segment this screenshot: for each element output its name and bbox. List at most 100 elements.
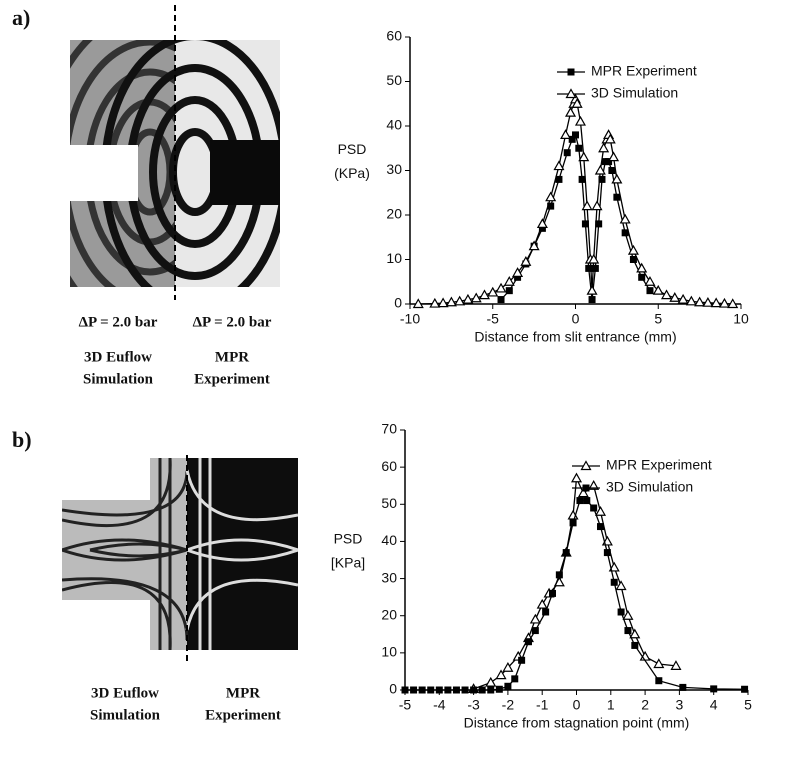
marker bbox=[452, 686, 460, 694]
marker bbox=[636, 262, 648, 273]
marker bbox=[495, 282, 507, 293]
marker bbox=[679, 683, 687, 691]
marker bbox=[597, 523, 605, 531]
marker bbox=[588, 253, 600, 264]
marker bbox=[574, 115, 586, 126]
y-tick-label: 60 bbox=[386, 28, 402, 44]
y-axis-label: [KPa] bbox=[331, 555, 365, 571]
marker bbox=[594, 164, 606, 175]
marker bbox=[669, 292, 681, 302]
legend-marker bbox=[582, 484, 590, 492]
marker bbox=[718, 297, 730, 308]
marker bbox=[608, 561, 620, 572]
marker bbox=[578, 175, 586, 183]
marker bbox=[518, 656, 526, 664]
x-tick-label: 0 bbox=[572, 311, 580, 327]
marker bbox=[581, 220, 589, 228]
marker bbox=[588, 296, 596, 304]
marker bbox=[514, 273, 522, 281]
marker bbox=[653, 658, 665, 669]
marker bbox=[565, 106, 577, 117]
marker bbox=[563, 149, 571, 157]
marker bbox=[569, 519, 577, 527]
panel-label: b) bbox=[12, 427, 32, 452]
marker bbox=[487, 686, 495, 694]
legend-marker bbox=[565, 88, 577, 99]
y-tick-label: 50 bbox=[386, 72, 402, 88]
caption: Experiment bbox=[205, 707, 281, 723]
x-tick-label: -10 bbox=[400, 311, 420, 327]
marker bbox=[610, 578, 618, 586]
marker bbox=[478, 686, 486, 694]
x-tick-label: 5 bbox=[744, 697, 752, 713]
marker bbox=[505, 287, 513, 295]
marker bbox=[619, 213, 631, 224]
marker bbox=[435, 686, 443, 694]
marker bbox=[437, 297, 449, 308]
marker bbox=[512, 267, 524, 277]
marker bbox=[445, 296, 457, 307]
legend-marker bbox=[580, 460, 592, 471]
marker bbox=[553, 160, 565, 171]
marker bbox=[586, 284, 598, 295]
marker bbox=[598, 142, 610, 153]
marker bbox=[604, 133, 616, 144]
marker bbox=[497, 296, 505, 304]
x-tick-label: -1 bbox=[536, 697, 549, 713]
marker bbox=[529, 613, 541, 624]
x-tick-label: 10 bbox=[733, 311, 749, 327]
marker bbox=[655, 677, 663, 685]
marker bbox=[603, 549, 611, 557]
marker bbox=[624, 627, 632, 635]
marker bbox=[572, 131, 579, 139]
image-a bbox=[70, 40, 280, 287]
marker bbox=[652, 284, 664, 295]
marker bbox=[545, 191, 557, 202]
y-tick-label: 20 bbox=[386, 206, 402, 222]
y-tick-label: 30 bbox=[381, 569, 397, 585]
legend-label: MPR Experiment bbox=[606, 457, 712, 473]
marker bbox=[412, 298, 424, 309]
panel-label: a) bbox=[12, 5, 30, 30]
marker bbox=[538, 224, 546, 232]
marker bbox=[524, 638, 532, 646]
marker bbox=[504, 682, 512, 690]
x-axis-label: Distance from stagnation point (mm) bbox=[464, 715, 690, 731]
marker bbox=[487, 286, 499, 297]
x-tick-label: 2 bbox=[641, 697, 649, 713]
marker bbox=[578, 151, 590, 162]
marker bbox=[444, 686, 452, 694]
marker bbox=[577, 487, 589, 498]
marker bbox=[470, 686, 478, 694]
marker bbox=[591, 200, 603, 211]
marker bbox=[555, 571, 563, 579]
marker bbox=[629, 628, 641, 639]
marker bbox=[576, 497, 584, 505]
y-axis-label: PSD bbox=[338, 141, 367, 157]
y-tick-label: 30 bbox=[386, 161, 402, 177]
legend-label: 3D Simulation bbox=[606, 479, 693, 495]
marker bbox=[520, 256, 532, 266]
marker bbox=[622, 609, 634, 620]
marker bbox=[608, 167, 616, 174]
caption: Experiment bbox=[194, 371, 270, 387]
marker bbox=[401, 686, 409, 694]
marker bbox=[560, 129, 572, 139]
marker bbox=[617, 608, 625, 616]
marker bbox=[694, 296, 706, 307]
marker bbox=[454, 295, 466, 306]
x-tick-label: -2 bbox=[502, 697, 515, 713]
marker bbox=[581, 200, 593, 211]
caption: MPR bbox=[215, 349, 249, 365]
marker bbox=[646, 287, 654, 295]
caption: 3D Euflow bbox=[91, 685, 159, 701]
marker bbox=[605, 158, 613, 166]
marker bbox=[511, 675, 519, 683]
marker bbox=[427, 686, 435, 694]
marker bbox=[536, 218, 548, 228]
y-tick-label: 50 bbox=[381, 495, 397, 511]
marker bbox=[631, 641, 639, 649]
marker bbox=[528, 240, 540, 251]
caption: 3D Euflow bbox=[84, 349, 152, 365]
marker bbox=[495, 669, 507, 680]
